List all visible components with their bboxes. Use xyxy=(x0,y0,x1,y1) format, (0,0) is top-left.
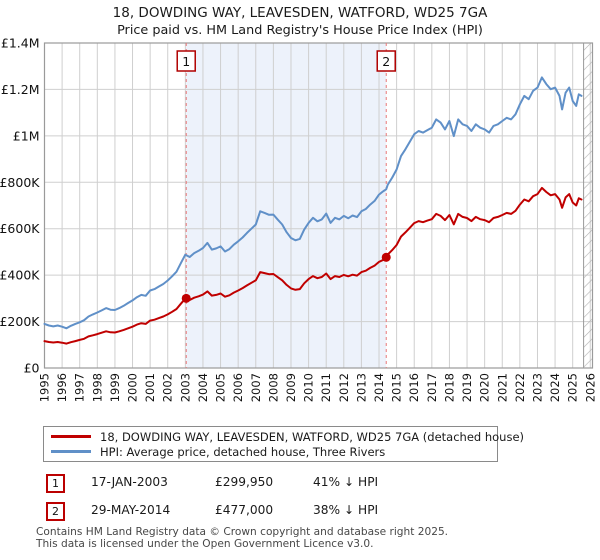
x-tick-label: 1997 xyxy=(73,373,87,402)
x-tick-label: 2005 xyxy=(214,373,228,402)
legend-label: 18, DOWDING WAY, LEAVESDEN, WATFORD, WD2… xyxy=(100,429,525,444)
x-tick-label: 1996 xyxy=(55,373,69,402)
transaction-hpi-delta: 41% ↓ HPI xyxy=(313,475,379,489)
sale-point-dot xyxy=(381,252,391,262)
y-tick-label: £400K xyxy=(0,268,40,283)
y-tick-label: £1.4M xyxy=(1,36,40,51)
y-tick-label: £1.2M xyxy=(1,82,40,97)
x-tick-label: 2012 xyxy=(337,373,351,402)
x-tick-label: 2011 xyxy=(319,373,333,402)
x-tick-label: 2007 xyxy=(249,373,263,402)
x-tick-label: 2025 xyxy=(566,373,580,402)
x-tick-label: 2008 xyxy=(266,373,280,402)
sale-number-box xyxy=(176,50,196,72)
transaction-date: 17-JAN-2003 xyxy=(91,475,168,489)
x-tick-label: 2024 xyxy=(548,373,562,402)
x-tick-label: 1995 xyxy=(38,373,52,402)
future-hatch-region xyxy=(583,43,593,368)
chart-titles: 18, DOWDING WAY, LEAVESDEN, WATFORD, WD2… xyxy=(0,4,600,39)
legend-label: HPI: Average price, detached house, Thre… xyxy=(100,444,386,459)
transaction-1-marker: 1 xyxy=(46,474,65,493)
sale-point-dot xyxy=(181,293,191,303)
x-tick-label: 2013 xyxy=(354,373,368,402)
y-tick-label: £1M xyxy=(13,128,40,143)
hpi-series-line xyxy=(43,76,583,330)
page-title: 18, DOWDING WAY, LEAVESDEN, WATFORD, WD2… xyxy=(112,5,488,21)
hpi-line-swatch xyxy=(51,450,91,453)
transaction-price: £299,950 xyxy=(215,475,274,489)
price-paid-series-line xyxy=(43,186,583,345)
legend-item-hpi: HPI: Average price, detached house, Thre… xyxy=(44,444,497,459)
x-tick-label: 2000 xyxy=(126,373,140,402)
transaction-2-marker: 2 xyxy=(46,502,65,521)
between-sales-shading xyxy=(186,43,387,368)
page-subtitle: Price paid vs. HM Land Registry's House … xyxy=(117,23,483,38)
license-footer: Contains HM Land Registry data © Crown c… xyxy=(36,526,596,550)
x-tick-label: 2020 xyxy=(478,373,492,402)
svg-text:2: 2 xyxy=(382,54,390,69)
x-tick-label: 2015 xyxy=(390,373,404,402)
x-tick-label: 2004 xyxy=(196,373,210,402)
x-tick-label: 2026 xyxy=(583,373,597,402)
transaction-date: 29-MAY-2014 xyxy=(91,503,171,517)
x-tick-label: 2023 xyxy=(530,373,544,402)
footer-line: This data is licensed under the Open Gov… xyxy=(36,537,374,550)
price-paid-line-swatch xyxy=(51,435,91,438)
x-tick-label: 2022 xyxy=(513,373,527,402)
transaction-hpi-delta: 38% ↓ HPI xyxy=(313,503,379,517)
legend-item-price-paid: 18, DOWDING WAY, LEAVESDEN, WATFORD, WD2… xyxy=(44,429,524,444)
x-tick-label: 2006 xyxy=(231,373,245,402)
transaction-row-2: 2 29-MAY-2014 £477,000 38% ↓ HPI xyxy=(0,502,600,521)
transaction-price: £477,000 xyxy=(215,503,274,517)
sale-number-box xyxy=(376,50,396,72)
x-tick-label: 2001 xyxy=(143,373,157,402)
y-tick-label: £600K xyxy=(0,221,40,236)
chart-legend: 18, DOWDING WAY, LEAVESDEN, WATFORD, WD2… xyxy=(43,426,524,462)
x-tick-label: 2018 xyxy=(442,373,456,402)
price-chart: 1 2 £1.4M £1.2M £1M £800K £600K £400K £200K £0 199… xyxy=(0,36,597,403)
x-tick-label: 1999 xyxy=(108,373,122,402)
transaction-row-1: 1 17-JAN-2003 £299,950 41% ↓ HPI xyxy=(0,474,600,493)
x-tick-label: 2017 xyxy=(425,373,439,402)
x-tick-label: 2021 xyxy=(495,373,509,402)
x-tick-label: 2010 xyxy=(302,373,316,402)
x-tick-label: 1998 xyxy=(90,373,104,402)
svg-text:1: 1 xyxy=(182,54,190,69)
x-tick-label: 2009 xyxy=(284,373,298,402)
y-tick-label: £0 xyxy=(24,361,40,376)
x-tick-label: 2019 xyxy=(460,373,474,402)
x-tick-label: 2002 xyxy=(161,373,175,402)
footer-line: Contains HM Land Registry data © Crown c… xyxy=(36,526,449,538)
x-tick-label: 2014 xyxy=(372,373,386,402)
x-tick-label: 2003 xyxy=(178,373,192,402)
y-tick-label: £200K xyxy=(0,314,40,329)
x-tick-label: 2016 xyxy=(407,373,421,402)
y-tick-label: £800K xyxy=(0,175,40,190)
